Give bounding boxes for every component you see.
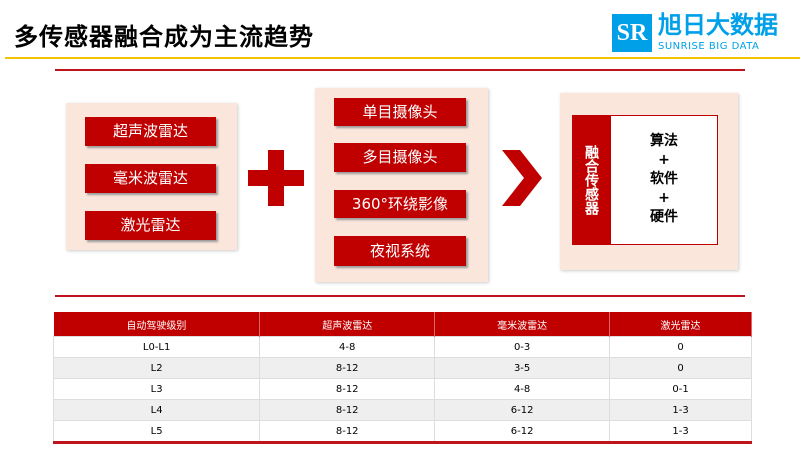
column-header: 毫米波雷达: [434, 312, 611, 337]
fusion-line: +: [658, 152, 670, 168]
camera-item: 多目摄像头: [334, 143, 466, 172]
radar-item: 毫米波雷达: [85, 164, 216, 193]
table-cell: 1-3: [609, 420, 752, 443]
sensor-table: 自动驾驶级别 超声波雷达 毫米波雷达 激光雷达 L0-L1 4-8 0-3 0 L2 8-…: [52, 312, 752, 444]
table-cell: 4-8: [259, 336, 436, 358]
table-cell: 0-1: [609, 378, 752, 400]
chevron-right-icon: [502, 150, 542, 206]
table-cell: L0-L1: [52, 336, 261, 358]
logo-subtext: SUNRISE BIG DATA: [658, 41, 760, 52]
radar-item: 超声波雷达: [85, 117, 216, 146]
camera-item: 360°环绕影像: [334, 190, 466, 218]
fusion-line: 硬件: [650, 209, 678, 225]
table-cell: L3: [52, 378, 261, 400]
fusion-box: 算法 + 软件 + 硬件: [610, 115, 718, 245]
table-cell: 0-3: [434, 336, 611, 358]
divider-top: [55, 69, 745, 71]
camera-item: 夜视系统: [334, 236, 466, 266]
table-cell: 8-12: [259, 357, 436, 379]
table-row: L3 8-12 4-8 0-1: [52, 378, 752, 400]
logo: SR 旭日大数据 SUNRISE BIG DATA: [612, 12, 796, 56]
table-row: L0-L1 4-8 0-3 0: [52, 336, 752, 358]
table-cell: 6-12: [434, 399, 611, 421]
logo-mark: SR: [612, 14, 652, 52]
table-cell: 0: [609, 357, 752, 379]
table-cell: 8-12: [259, 378, 436, 400]
table-cell: 0: [609, 336, 752, 358]
table-cell: L4: [52, 399, 261, 421]
column-header: 自动驾驶级别: [53, 312, 261, 337]
fusion-line: +: [658, 190, 670, 206]
table-row: L2 8-12 3-5 0: [52, 357, 752, 379]
table-cell: L5: [52, 420, 261, 443]
table-cell: 8-12: [259, 399, 436, 421]
header-rule: [5, 57, 800, 59]
table-cell: 3-5: [434, 357, 611, 379]
table-cell: 6-12: [434, 420, 611, 443]
divider-bottom: [55, 295, 745, 297]
column-header: 激光雷达: [609, 312, 752, 337]
fusion-panel: 融合传感器 算法 + 软件 + 硬件: [560, 93, 738, 270]
radar-item: 激光雷达: [85, 211, 216, 240]
fusion-line: 算法: [650, 133, 678, 149]
plus-icon: [248, 150, 304, 206]
table-cell: 4-8: [434, 378, 611, 400]
fusion-line: 软件: [650, 171, 678, 187]
table-row: L5 8-12 6-12 1-3: [52, 420, 752, 443]
table-row: L4 8-12 6-12 1-3: [52, 399, 752, 421]
logo-text: 旭日大数据: [658, 11, 778, 39]
table-cell: 8-12: [259, 420, 436, 443]
camera-panel: 单目摄像头 多目摄像头 360°环绕影像 夜视系统: [315, 88, 488, 282]
table-cell: L2: [52, 357, 261, 379]
page-title: 多传感器融合成为主流趋势: [14, 23, 314, 51]
radar-panel: 超声波雷达 毫米波雷达 激光雷达: [66, 103, 237, 250]
camera-item: 单目摄像头: [334, 98, 466, 126]
fusion-label: 融合传感器: [572, 115, 610, 245]
table-cell: 1-3: [609, 399, 752, 421]
column-header: 超声波雷达: [259, 312, 436, 337]
